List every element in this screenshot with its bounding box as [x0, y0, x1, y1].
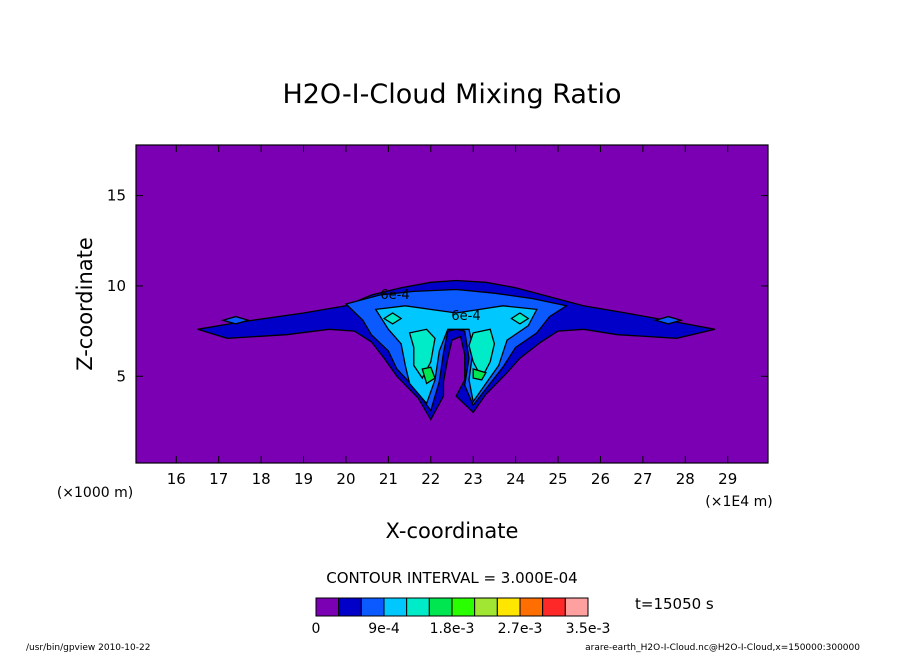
- x-tick-label: 28: [676, 470, 695, 488]
- contour-region-level-3: [374, 305, 538, 405]
- colorbar-labels: 0 9e-4 1.8e-3 2.7e-3 3.5e-3: [312, 621, 611, 637]
- footer-right: arare-earth_H2O-I-Cloud.nc@H2O-I-Cloud,x…: [585, 643, 860, 653]
- x-tick-label: 20: [336, 470, 355, 488]
- colorbar-swatch: [428, 597, 453, 617]
- x-tick-label: 26: [591, 470, 610, 488]
- y-axis-ticks: 5 10 15: [107, 187, 768, 385]
- y-tick-label: 10: [107, 277, 126, 295]
- colorbar-label: 9e-4: [368, 621, 400, 637]
- contour-label-upper: 6e-4: [380, 288, 409, 303]
- x-tick-label: 27: [633, 470, 652, 488]
- colorbar-label: 0: [312, 621, 321, 637]
- colorbar-swatch: [496, 597, 521, 617]
- x-tick-label: 21: [379, 470, 398, 488]
- contour-region-level-5-right: [472, 368, 487, 381]
- colorbar-swatch: [564, 597, 589, 617]
- y-tick-label: 5: [116, 367, 126, 385]
- contour-label-lower: 6e-4: [451, 309, 480, 324]
- contour-region-level-4-right-top: [510, 312, 530, 325]
- contour-region-level-4-left-top: [382, 312, 403, 325]
- x-tick-label: 23: [464, 470, 483, 488]
- colorbar-label: 3.5e-3: [566, 621, 611, 637]
- footer-left: /usr/bin/gpview 2010-10-22: [26, 643, 150, 653]
- contour-region-level-1: [197, 279, 716, 421]
- colorbar-swatch: [360, 597, 385, 617]
- colorbar-swatch: [383, 597, 408, 617]
- x-tick-label: 18: [252, 470, 271, 488]
- x-tick-label: 25: [548, 470, 567, 488]
- colorbar-swatch: [519, 597, 544, 617]
- x-tick-label: 19: [294, 470, 313, 488]
- colorbar-label: 1.8e-3: [430, 621, 475, 637]
- chart-title: H2O-I-Cloud Mixing Ratio: [282, 79, 621, 110]
- x-tick-label: 24: [506, 470, 525, 488]
- contour-region-level-4-right: [468, 328, 496, 380]
- contour-region-level-5-left: [421, 366, 436, 385]
- y-tick-label: 15: [107, 187, 126, 205]
- x-tick-label: 22: [421, 470, 440, 488]
- x-tick-label: 16: [167, 470, 186, 488]
- colorbar-swatch: [451, 597, 476, 617]
- colorbar: [315, 597, 589, 617]
- colorbar-swatch: [542, 597, 566, 617]
- x-tick-label: 29: [718, 470, 737, 488]
- x-axis-ticks: 16 17 18 19 20 21 22 23 24 25 26 27 28 29: [167, 145, 737, 488]
- contour-region-right-wing: [653, 315, 684, 325]
- x-axis-label: X-coordinate: [386, 519, 519, 543]
- colorbar-swatch: [315, 597, 340, 617]
- colorbar-swatch: [406, 597, 430, 617]
- contour-fields: [197, 279, 716, 421]
- y-unit-note: (×1000 m): [57, 485, 133, 501]
- time-text: t=15050 s: [635, 595, 714, 613]
- x-unit-note: (×1E4 m): [705, 494, 772, 510]
- plot-frame: [135, 144, 769, 464]
- contour-region-left-wing: [220, 315, 251, 325]
- colorbar-label: 2.7e-3: [498, 621, 543, 637]
- y-axis-label: Z-coordinate: [73, 237, 97, 371]
- x-tick-label: 17: [209, 470, 228, 488]
- contour-interval-text: CONTOUR INTERVAL = 3.000E-04: [326, 569, 577, 587]
- colorbar-swatch: [338, 597, 362, 617]
- colorbar-swatch: [474, 597, 498, 617]
